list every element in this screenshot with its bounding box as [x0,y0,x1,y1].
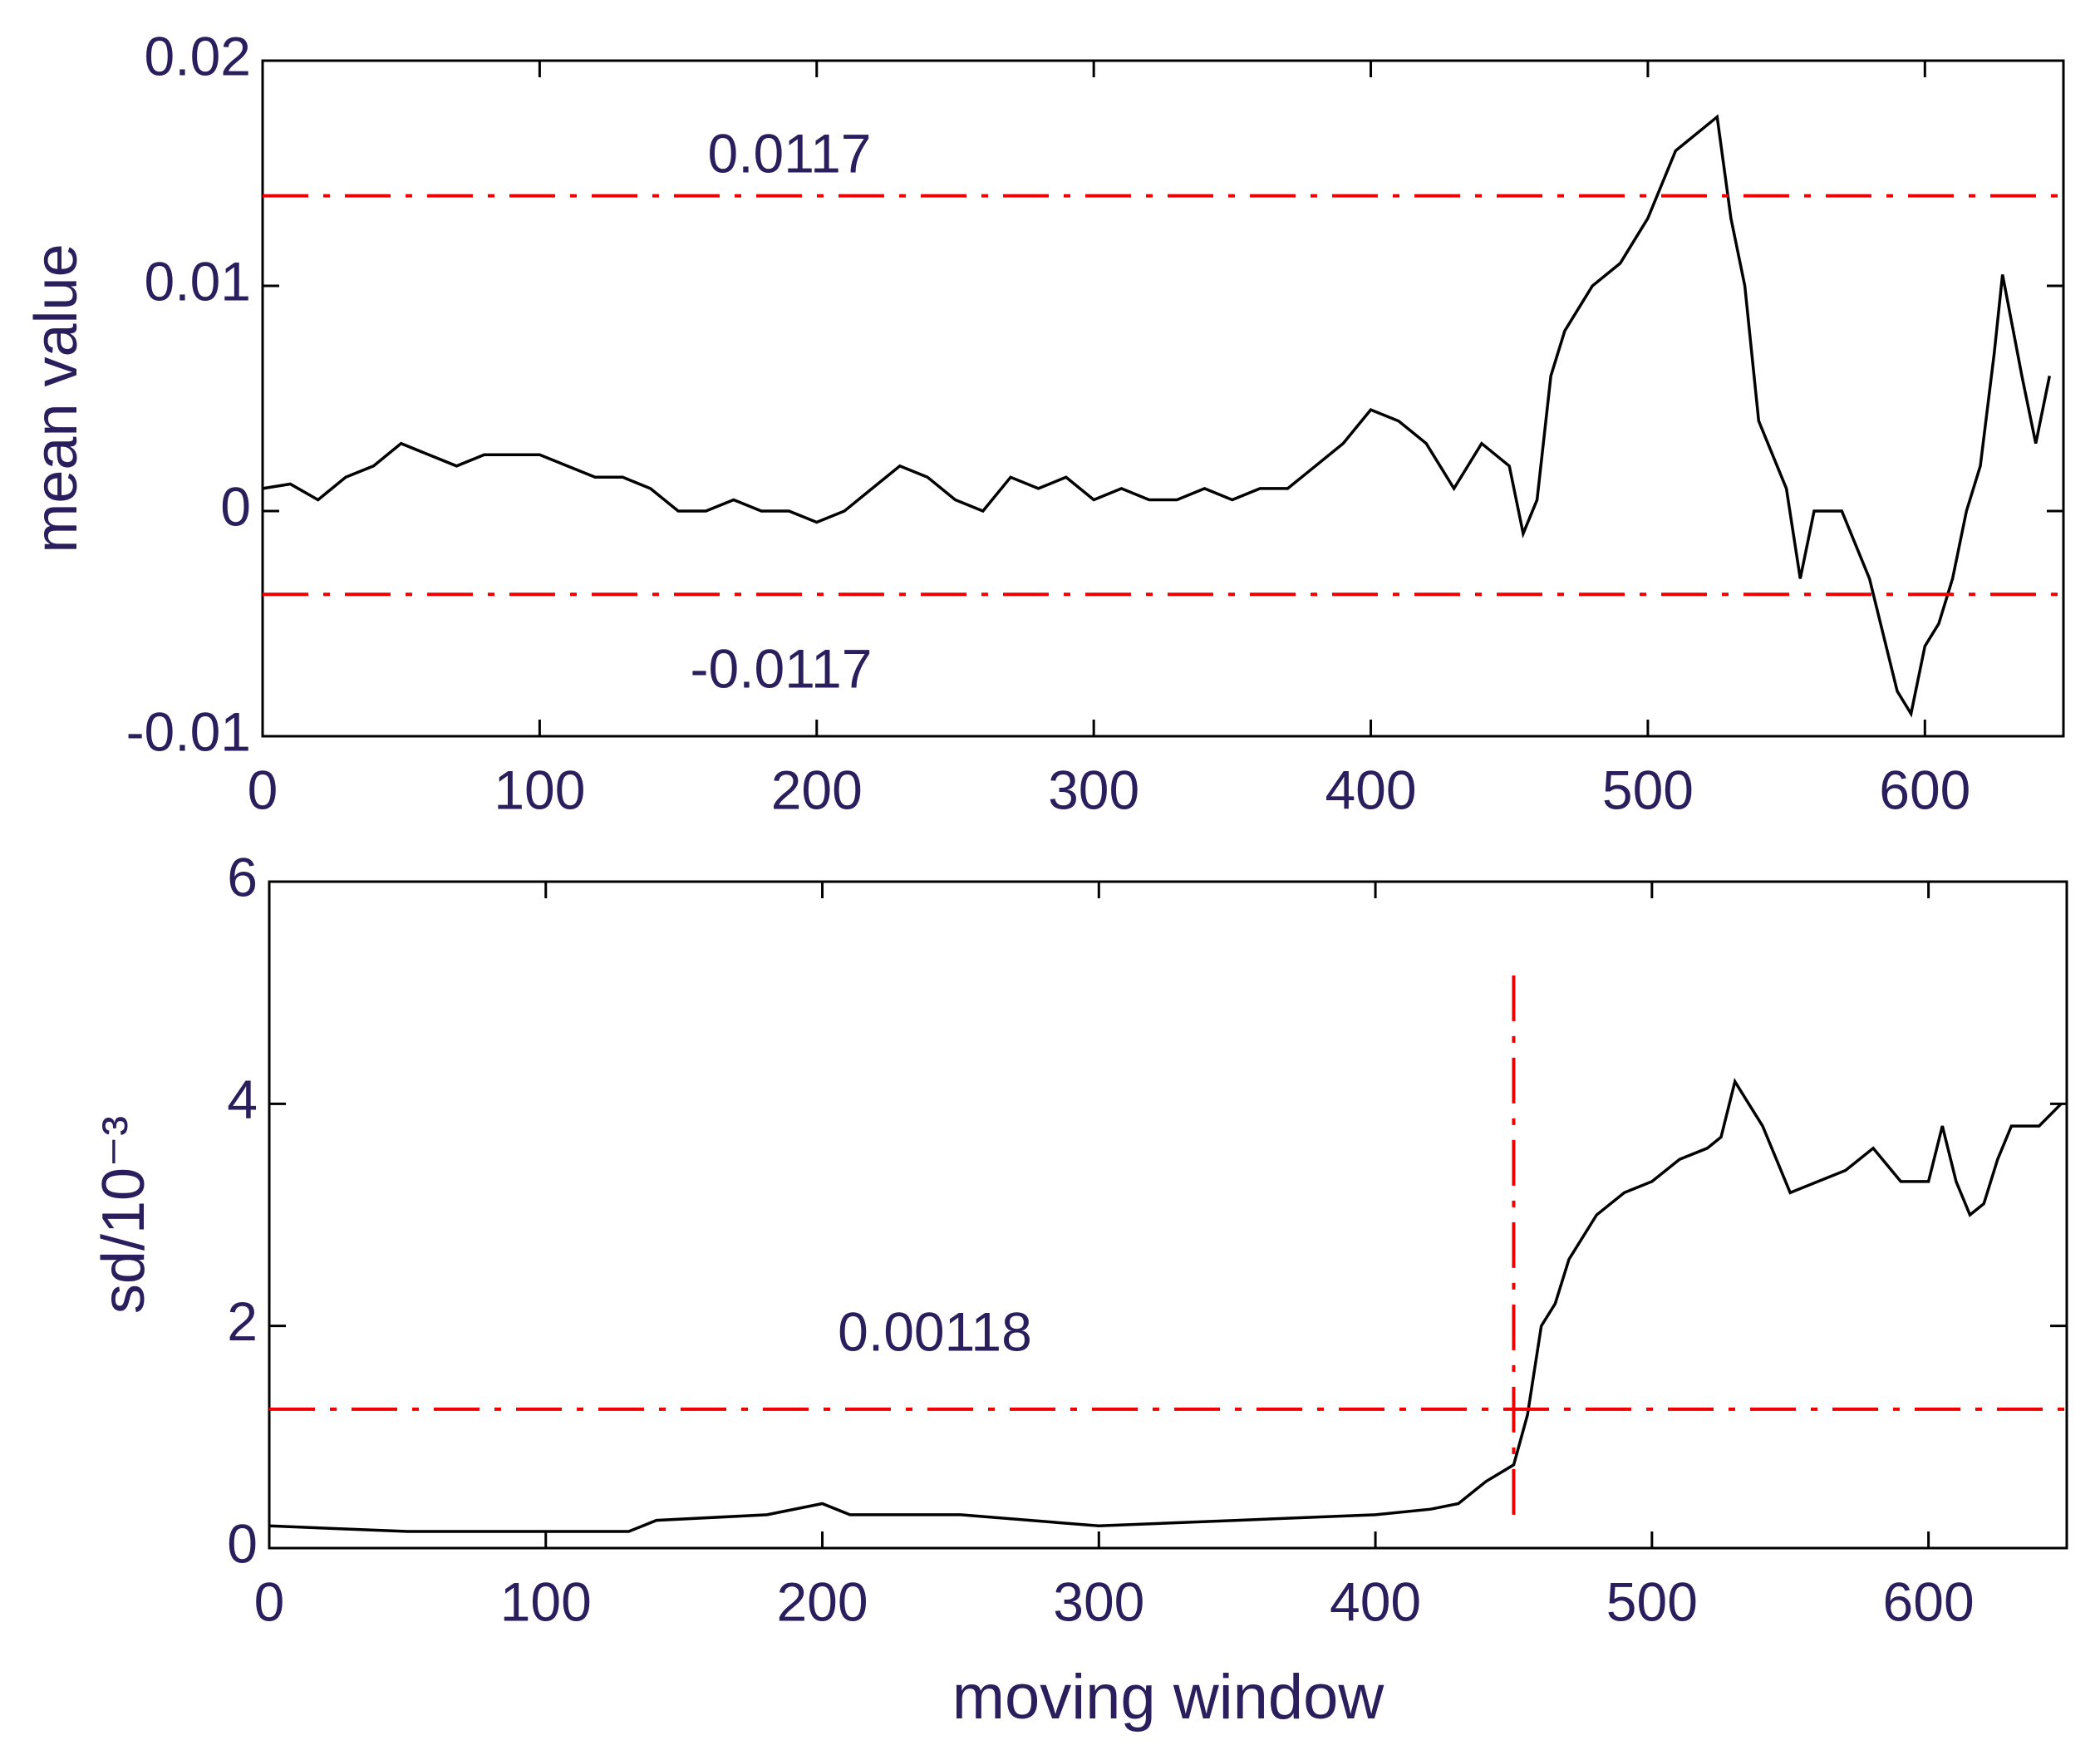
x-tick-label: 0 [254,1571,285,1632]
x-tick-label: 300 [1053,1571,1144,1632]
x-tick-label: 400 [1325,759,1416,820]
x-tick-label: 300 [1048,759,1139,820]
x-tick-label: 600 [1883,1571,1975,1632]
x-tick-label: 400 [1330,1571,1421,1632]
annotation: 0.00118 [838,1300,1032,1362]
x-tick-label: 600 [1879,759,1970,820]
y-tick-label: 4 [227,1069,258,1130]
y-axis-label: mean value [23,243,90,553]
x-tick-label: 200 [771,759,863,820]
y-tick-label: 2 [227,1290,258,1352]
x-tick-label: 500 [1606,1571,1698,1632]
y-tick-label: 0 [227,1512,258,1574]
data-line [268,1078,2063,1533]
data-line [262,114,2052,718]
plot-frame [261,59,2065,738]
y-tick-label: 0.01 [145,250,251,312]
x-axis-label: moving window [952,1662,1385,1733]
annotation: 0.0117 [708,122,872,184]
x-tick-label: 500 [1602,759,1694,820]
x-tick-label: 200 [776,1571,868,1632]
x-tick-label: 0 [248,759,278,820]
x-tick-label: 100 [494,759,585,820]
plot-frame [268,880,2068,1550]
y-tick-label: -0.01 [126,700,251,762]
y-tick-label: 0.02 [145,25,251,86]
y-axis-label: sd/10⁻³ [91,1116,157,1314]
annotation: -0.0117 [691,637,873,699]
y-tick-label: 6 [227,846,258,907]
y-tick-label: 0 [220,475,251,537]
x-tick-label: 100 [500,1571,592,1632]
